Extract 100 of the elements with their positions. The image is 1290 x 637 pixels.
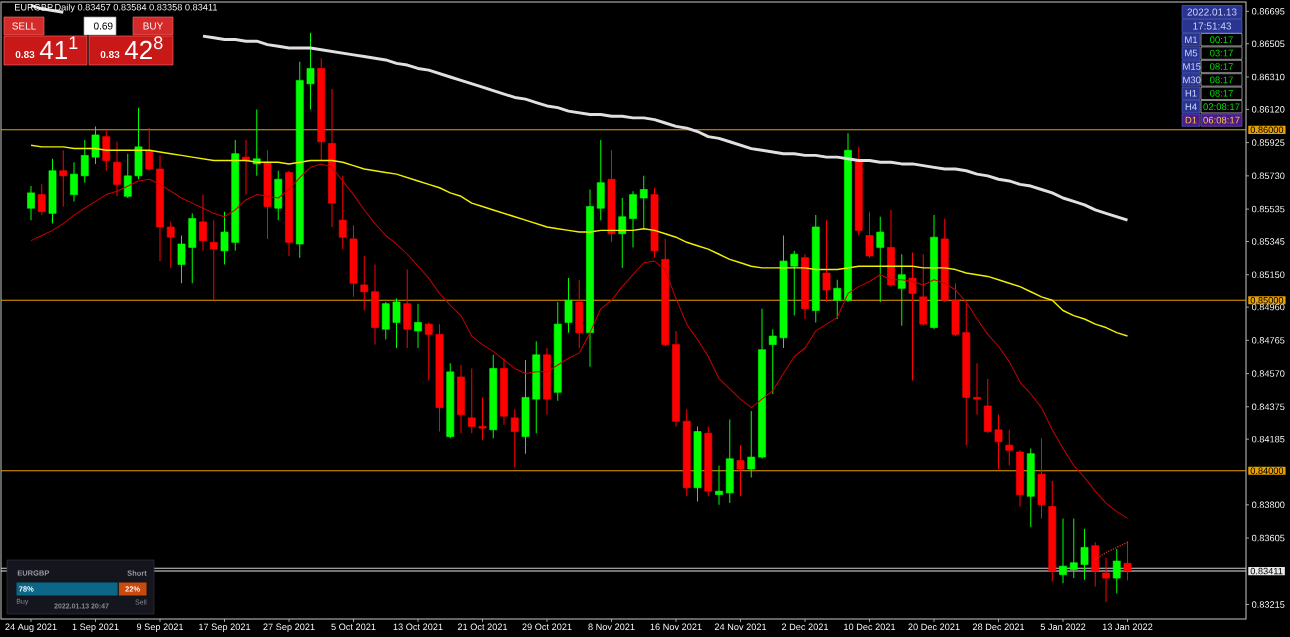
candlestick [414, 303, 422, 349]
ref-line-label: 0.85000 [1250, 297, 1284, 304]
candlestick [747, 410, 756, 479]
y-tick-label: 0.84765 [1251, 337, 1285, 344]
text: M1 [1185, 36, 1198, 43]
text: 08:17 [1210, 76, 1233, 84]
x-tick-label: 24 Aug 2021 [5, 623, 57, 632]
y-tick-label: 0.83215 [1251, 601, 1285, 608]
y-tick-label: 0.83800 [1251, 501, 1285, 509]
candlestick [973, 362, 981, 415]
y-tick-label: 0.85535 [1251, 205, 1285, 213]
candlestick [618, 197, 627, 269]
annotation: BUY [143, 22, 164, 30]
candlestick [91, 125, 100, 165]
y-tick-label: 0.86310 [1251, 73, 1285, 81]
text: 03:17 [1210, 49, 1233, 57]
candlestick [199, 194, 207, 252]
candlestick [80, 139, 89, 184]
annotation: 0.83 [15, 51, 35, 59]
y-tick-label: 0.86695 [1251, 8, 1285, 15]
y-tick-label: 0.86120 [1251, 106, 1285, 113]
x-tick-label: 9 Sep 2021 [136, 623, 184, 632]
y-tick-label: 0.85150 [1251, 271, 1285, 278]
y-tick-label: 0.83605 [1251, 534, 1285, 542]
x-tick-label: 17 Sep 2021 [199, 623, 251, 632]
candlestick [306, 32, 315, 110]
y-tick-label: 0.84375 [1251, 403, 1285, 411]
candlestick [392, 298, 401, 349]
candlestick [510, 408, 519, 468]
candlestick [360, 255, 369, 311]
x-tick-label: 10 Dec 2021 [844, 623, 896, 631]
candlestick [467, 367, 476, 434]
x-tick-label: 1 Sep 2021 [72, 623, 119, 632]
annotation: 42$^{8}$ [124, 36, 163, 59]
annotation: 0.69 [93, 22, 113, 30]
text: 00:17 [1210, 36, 1233, 44]
candlestick [1102, 557, 1110, 603]
text: M30 [1183, 76, 1201, 84]
candlestick [70, 161, 78, 202]
y-tick-label: 0.85925 [1251, 139, 1285, 146]
x-tick-label: 24 Nov 2021 [714, 623, 767, 631]
candlestick [736, 444, 745, 497]
candlestick [865, 211, 874, 259]
y-tick-label: 0.85345 [1251, 238, 1285, 245]
x-tick-label: 2 Dec 2021 [781, 623, 829, 631]
candlestick [177, 235, 186, 284]
candlestick [113, 141, 121, 197]
text: 2022.01.13 [1187, 8, 1237, 16]
annotation: 0.83 [100, 51, 120, 59]
x-tick-label: 13 Oct 2021 [393, 623, 443, 631]
y-tick-label: 0.84185 [1251, 435, 1285, 443]
candlestick [639, 175, 648, 230]
candlestick [145, 127, 154, 172]
candlestick [768, 328, 777, 395]
candlestick [897, 253, 906, 327]
candlestick [629, 190, 637, 248]
candlestick [27, 185, 35, 221]
text: H1 [1185, 90, 1197, 97]
candlestick [715, 465, 723, 506]
x-tick-label: 28 Dec 2021 [972, 623, 1025, 631]
candlestick [908, 252, 917, 381]
candlestick [102, 129, 111, 172]
x-tick-label: 29 Oct 2021 [522, 623, 572, 631]
candlestick [994, 413, 1003, 470]
candlestick [822, 219, 831, 303]
candlestick [478, 396, 487, 441]
x-tick-label: 16 Nov 2021 [650, 623, 702, 631]
x-tick-label: 21 Oct 2021 [457, 623, 508, 631]
ref-line-label: 0.83411 [1250, 567, 1283, 575]
candlestick [1005, 429, 1014, 467]
text: M15 [1183, 63, 1201, 70]
candlestick [1080, 528, 1089, 581]
candlestick [220, 211, 229, 265]
ref-line-label: 0.86000 [1250, 126, 1284, 134]
text: 08:17 [1210, 89, 1233, 97]
candlestick [59, 149, 68, 208]
y-tick-label: 0.84570 [1251, 370, 1285, 377]
candlestick [564, 277, 573, 334]
y-tick-label: 0.85730 [1251, 172, 1285, 180]
candlestick [166, 221, 175, 269]
text: 06:08:17 [1203, 116, 1240, 124]
candlestick [1123, 541, 1132, 581]
candlestick [37, 183, 46, 216]
ref-line-label: 0.84000 [1250, 467, 1284, 474]
candlestick [338, 175, 347, 250]
y-tick-label: 0.86505 [1251, 40, 1285, 48]
annotation: SELL [12, 22, 36, 30]
x-tick-label: 5 Oct 2021 [331, 623, 376, 631]
text: H4 [1185, 103, 1197, 110]
x-tick-label: 8 Nov 2021 [588, 623, 635, 631]
candlestick [833, 279, 842, 320]
y-tick-label: 0.84960 [1251, 303, 1285, 311]
text: 02:08:17 [1203, 103, 1240, 111]
candlestick [123, 153, 132, 199]
text: M5 [1185, 49, 1198, 57]
candlestick [1059, 517, 1067, 584]
candlestick [424, 321, 433, 381]
candlestick [242, 139, 250, 196]
candlestick [876, 216, 885, 303]
x-tick-label: 20 Dec 2021 [908, 623, 960, 631]
